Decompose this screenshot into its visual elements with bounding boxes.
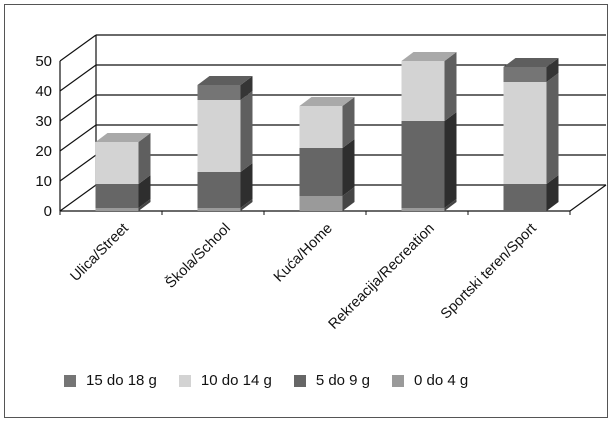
x-category-label: Sportski teren/Sport <box>438 221 540 323</box>
legend-swatch <box>64 374 76 387</box>
y-tick-label: 30 <box>35 113 52 130</box>
bar-segment <box>401 61 445 121</box>
bar-segment <box>197 172 241 208</box>
x-category-label: Rekreacija/Recreation <box>326 221 438 333</box>
bar-segment-side <box>240 163 253 208</box>
bar-segment <box>503 184 547 211</box>
grid-depth-line <box>59 64 97 92</box>
chart-legend: 15 do 18 g 10 do 14 g 5 do 9 g 0 do 4 g <box>64 372 490 389</box>
bar-segment-side <box>444 112 457 208</box>
grid-depth-line <box>59 154 97 182</box>
bar-segment <box>197 208 241 211</box>
x-category-label: Kuća/Home <box>271 221 336 286</box>
bar-segment-side <box>546 175 559 211</box>
bar-segment-side <box>240 76 253 100</box>
grid-depth-line <box>59 184 97 212</box>
bar-segment-side <box>240 199 253 211</box>
grid-depth-line <box>59 94 97 122</box>
bar-segment <box>299 196 343 211</box>
bar-segment-side <box>342 187 355 211</box>
bar-segment <box>95 208 139 211</box>
y-tick-label: 50 <box>35 53 52 70</box>
floor-right-edge <box>569 184 607 212</box>
bar-top <box>503 58 559 67</box>
bar-segment <box>197 85 241 100</box>
bar-segment-side <box>546 73 559 184</box>
bar-segment-side <box>342 139 355 196</box>
y-tick-label: 10 <box>35 173 52 190</box>
bar-segment <box>299 106 343 148</box>
bar-top <box>401 52 457 61</box>
legend-label: 0 do 4 g <box>414 372 469 389</box>
grid-depth-line <box>59 34 97 62</box>
x-category-label: Ulica/Street <box>68 221 132 285</box>
bar-segment <box>299 148 343 196</box>
legend-item: 10 do 14 g <box>178 372 272 389</box>
legend-label: 10 do 14 g <box>200 372 272 389</box>
x-category-label: Škola/School <box>162 220 234 292</box>
bar-segment <box>401 121 445 208</box>
bar-segment <box>401 208 445 211</box>
bar-segment-side <box>138 133 151 184</box>
bar-top <box>95 133 151 142</box>
grid-depth-line <box>59 124 97 152</box>
bar-segment-side <box>138 199 151 211</box>
legend-label: 15 do 18 g <box>86 372 157 389</box>
bar-segment <box>503 82 547 184</box>
legend-item: 5 do 9 g <box>293 372 371 389</box>
bar-segment <box>95 142 139 184</box>
bar-segment <box>197 100 241 172</box>
y-tick-label: 20 <box>35 143 52 160</box>
bar-segment-side <box>444 52 457 121</box>
legend-swatch <box>178 374 191 387</box>
bar-top <box>197 76 253 85</box>
legend-item: 0 do 4 g <box>392 372 468 389</box>
bar-segment <box>95 184 139 208</box>
bar-segment-side <box>546 58 559 82</box>
legend-swatch <box>293 374 306 387</box>
legend-label: 5 do 9 g <box>315 372 371 389</box>
bar-segment-side <box>342 97 355 148</box>
y-tick-label: 40 <box>35 83 52 100</box>
bar-segment <box>503 67 547 82</box>
bar-segment-side <box>138 175 151 208</box>
legend-item: 15 do 18 g <box>64 372 157 389</box>
y-tick-label: 0 <box>44 203 52 220</box>
bar-top <box>299 97 355 106</box>
bar-segment-side <box>444 199 457 211</box>
legend-swatch <box>392 374 405 387</box>
bar-segment-side <box>240 91 253 172</box>
